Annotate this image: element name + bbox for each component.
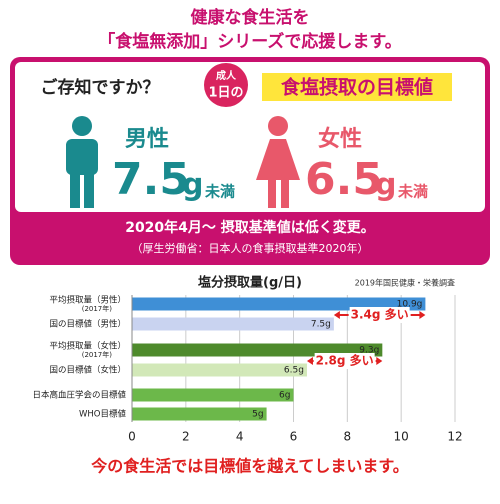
x-tick-label: 8	[344, 430, 352, 444]
x-tick-label: 12	[447, 430, 462, 444]
male-icon	[66, 116, 98, 208]
badge-bottom: 1日の	[208, 86, 243, 101]
value-label: 6.5g	[284, 366, 304, 376]
y-tick-label: 国の目標値（女性）	[49, 365, 126, 376]
male-unit: g	[182, 168, 203, 203]
arrow-head	[376, 357, 383, 365]
badge	[204, 63, 248, 107]
y-tick-label: WHO目標値	[79, 409, 126, 420]
footer: 今の食生活では目標値を越えてしまいます。	[90, 457, 409, 476]
bar	[132, 363, 307, 377]
arrow-head	[419, 311, 426, 319]
bar	[132, 407, 267, 421]
female-label: 女性	[318, 126, 362, 152]
female-icon	[256, 116, 300, 208]
header-line2: 「食塩無添加」シリーズで応援します。	[98, 31, 401, 52]
annotation-bg	[314, 353, 375, 369]
y-tick-sublabel: (2017年)	[82, 350, 113, 359]
value-label: 6g	[279, 391, 290, 401]
x-tick-label: 0	[128, 430, 136, 444]
y-tick-label: 国の目標値（男性）	[49, 319, 126, 330]
annotation: 3.4g 多い	[351, 307, 409, 322]
x-tick-label: 2	[182, 430, 190, 444]
y-tick-label: 平均摂取量（女性）	[49, 341, 126, 352]
male-value: 7.5	[112, 154, 190, 205]
female-unit: g	[375, 168, 396, 203]
x-tick-label: 4	[236, 430, 244, 444]
y-tick-label: 平均摂取量（男性）	[49, 295, 126, 306]
badge-top: 成人	[216, 69, 237, 82]
bar	[132, 317, 334, 331]
arrow-head	[306, 357, 313, 365]
annotation: 2.8g 多い	[316, 353, 374, 368]
x-tick-label: 10	[394, 430, 409, 444]
chart-source: 2019年国民健康・栄養調査	[355, 278, 455, 288]
header-line1: 健康な食生活を	[191, 7, 310, 28]
female-value: 6.5	[305, 154, 383, 205]
male-label: 男性	[125, 127, 169, 152]
annotation-bg	[349, 307, 410, 323]
bar	[132, 388, 294, 402]
arrow-head	[333, 311, 340, 319]
value-label: 10.9g	[397, 300, 423, 310]
value-label: 7.5g	[311, 320, 331, 330]
highlight-bg	[262, 73, 452, 101]
y-tick-sublabel: (2017年)	[82, 304, 113, 313]
y-tick-label: 日本高血圧学会の目標値	[32, 390, 126, 401]
chart-title: 塩分摂取量(g/日)	[198, 275, 302, 291]
value-label: 9.3g	[359, 346, 379, 356]
note2: （厚生労働省：日本人の食事摂取基準2020年）	[132, 241, 369, 255]
note1: 2020年4月～ 摂取基準値は低く変更。	[125, 219, 375, 236]
highlight: 食塩摂取の目標値	[281, 76, 433, 99]
female-suffix: 未満	[397, 183, 428, 201]
question: ご存知ですか？	[41, 77, 160, 98]
value-label: 5g	[252, 410, 263, 420]
x-tick-label: 6	[290, 430, 298, 444]
male-suffix: 未満	[204, 183, 235, 201]
